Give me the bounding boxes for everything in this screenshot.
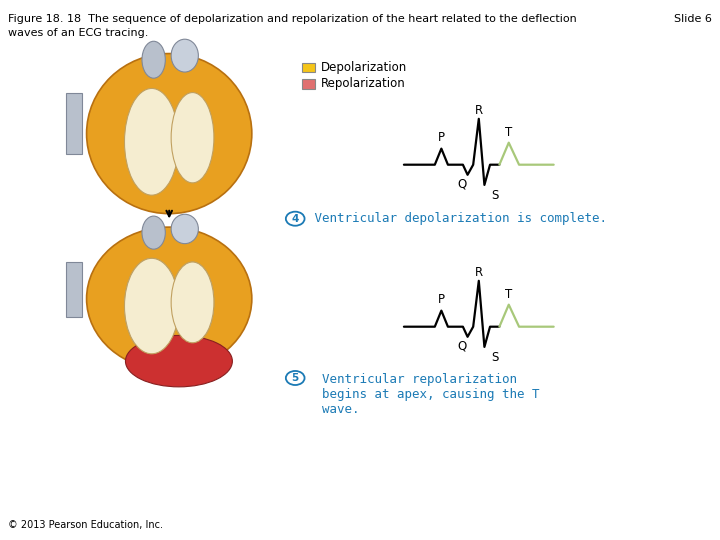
Text: T: T <box>505 126 513 139</box>
Bar <box>66 262 82 317</box>
Text: Ventricular depolarization is complete.: Ventricular depolarization is complete. <box>307 212 607 225</box>
Ellipse shape <box>171 214 199 244</box>
Text: Figure 18. 18  The sequence of depolarization and repolarization of the heart re: Figure 18. 18 The sequence of depolariza… <box>8 14 577 24</box>
Ellipse shape <box>142 41 166 78</box>
Bar <box>302 79 315 89</box>
Ellipse shape <box>171 92 214 183</box>
Ellipse shape <box>142 216 166 249</box>
Ellipse shape <box>125 89 179 195</box>
Ellipse shape <box>86 53 252 214</box>
Ellipse shape <box>171 39 199 72</box>
Text: T: T <box>505 288 513 301</box>
Text: R: R <box>474 104 483 117</box>
Text: waves of an ECG tracing.: waves of an ECG tracing. <box>8 28 148 38</box>
Ellipse shape <box>125 335 233 387</box>
Bar <box>66 92 82 154</box>
Ellipse shape <box>125 258 179 354</box>
Text: © 2013 Pearson Education, Inc.: © 2013 Pearson Education, Inc. <box>8 520 163 530</box>
Text: R: R <box>474 266 483 279</box>
Text: Ventricular repolarization
  begins at apex, causing the T
  wave.: Ventricular repolarization begins at ape… <box>307 373 539 416</box>
Ellipse shape <box>171 262 214 343</box>
Ellipse shape <box>86 227 252 370</box>
Text: S: S <box>491 350 498 363</box>
Text: Q: Q <box>457 178 467 191</box>
Text: 4: 4 <box>292 214 299 224</box>
Text: 5: 5 <box>292 373 299 383</box>
Text: P: P <box>438 131 445 144</box>
Text: P: P <box>438 293 445 306</box>
Text: Repolarization: Repolarization <box>321 77 406 90</box>
Text: S: S <box>491 188 498 201</box>
Ellipse shape <box>125 258 179 354</box>
Text: Q: Q <box>457 340 467 353</box>
Bar <box>302 63 315 72</box>
Ellipse shape <box>171 262 214 343</box>
Text: Depolarization: Depolarization <box>321 61 408 74</box>
Text: Slide 6: Slide 6 <box>674 14 712 24</box>
